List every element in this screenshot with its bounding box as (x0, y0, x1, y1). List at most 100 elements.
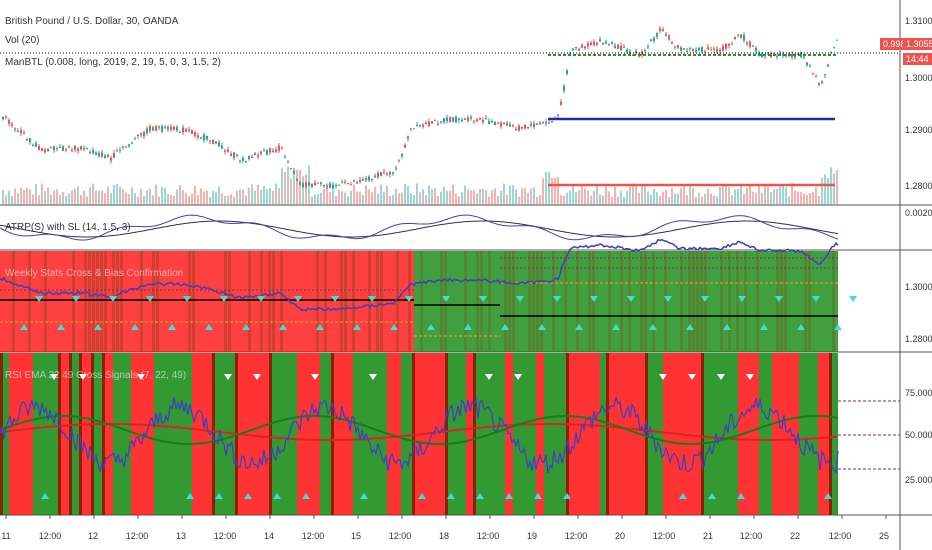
volume-indicator-label[interactable]: Vol (20) (5, 35, 40, 46)
volume-bar (653, 188, 655, 205)
bias-bg-stripe (528, 251, 531, 352)
volume-bar (635, 183, 637, 205)
candle-body (734, 37, 736, 39)
volume-bar (311, 196, 313, 205)
volume-bar (212, 190, 214, 205)
bias-bg-stripe (704, 251, 707, 352)
candle-body (407, 136, 409, 139)
rsi-signal-bar (102, 353, 105, 515)
volume-bar (53, 190, 55, 205)
rsi-buy-marker (273, 493, 281, 499)
bias-bg-stripe (780, 251, 783, 352)
candle-body (137, 134, 139, 137)
rsi-sell-marker (224, 374, 232, 380)
volume-bar (800, 191, 802, 205)
volume-bar (362, 195, 364, 205)
candle-body (359, 180, 361, 182)
cross-up-marker (501, 324, 509, 330)
candle-body (377, 172, 379, 178)
volume-bar (530, 188, 532, 205)
volume-bar (686, 195, 688, 205)
volume-bar (275, 183, 277, 205)
volume-bar (632, 183, 634, 205)
volume-bar (488, 196, 490, 205)
volume-bar (623, 196, 625, 205)
candle-body (833, 47, 835, 49)
rsi-signal-bg (772, 353, 799, 515)
rsi-signal-bg (513, 353, 536, 515)
cross-up-marker (353, 324, 361, 330)
volume-bar (779, 185, 781, 205)
candle-body (35, 143, 37, 147)
candle-body (353, 180, 355, 182)
candle-body (206, 135, 208, 140)
weekly-axis-tick: 1.2800 (905, 334, 932, 344)
candle-body (707, 47, 709, 50)
manbtl-indicator-label[interactable]: ManBTL (0.008, long, 2019, 2, 19, 5, 0, … (5, 57, 221, 68)
candle-body (497, 122, 499, 124)
candle-body (77, 148, 79, 151)
bias-bg-stripe (536, 251, 539, 352)
rsi-ema-indicator-label[interactable]: RSI EMA 22 49 Cross Signals (7, 22, 49) (5, 370, 187, 381)
volume-bar (86, 196, 88, 205)
volume-bar (326, 185, 328, 205)
volume-bar (506, 194, 508, 205)
candle-body (233, 152, 235, 158)
volume-bar (815, 187, 817, 205)
rsi-buy-marker (534, 493, 542, 499)
candle-body (266, 150, 268, 155)
candle-body (401, 153, 403, 157)
volume-bar (509, 185, 511, 205)
candle-body (611, 42, 613, 44)
candle-body (476, 119, 478, 122)
bias-bg-stripe (488, 251, 491, 352)
volume-bar (68, 193, 70, 205)
bias-bg-stripe (96, 251, 99, 352)
price-axis-tick: 1.30000 (905, 73, 932, 83)
rsi-buy-marker (708, 493, 716, 499)
candle-body (419, 125, 421, 127)
volume-bar (551, 177, 553, 205)
candle-body (380, 172, 382, 176)
atrp-indicator-label[interactable]: ATRP(S) with SL (14, 1.5, 3) (5, 222, 131, 233)
volume-bar (203, 191, 205, 205)
candle-body (578, 49, 580, 51)
volume-bar (437, 195, 439, 205)
candle-body (65, 149, 67, 151)
rsi-sell-marker (485, 374, 493, 380)
volume-bar (263, 185, 265, 205)
candle-body (728, 43, 730, 46)
weekly-stats-indicator-label[interactable]: Weekly Stats Cross & Bias Confirmation (5, 268, 184, 279)
bias-bg-stripe (640, 251, 643, 352)
rsi-signal-bg (69, 353, 79, 515)
candle-body (413, 128, 415, 130)
volume-bar (629, 186, 631, 205)
cross-down-marker (146, 296, 154, 302)
atrp-line (0, 214, 839, 241)
rsi-signal-bg (466, 353, 473, 515)
time-axis-tick: 15 (350, 531, 362, 541)
candle-body (485, 118, 487, 120)
candle-body (563, 85, 565, 91)
candle-body (125, 146, 127, 148)
candle-body (806, 62, 808, 65)
volume-bar (473, 190, 475, 205)
candle-body (464, 118, 466, 120)
volume-bar (50, 194, 52, 205)
bias-bg-stripe (140, 251, 143, 352)
time-axis-tick: 18 (438, 531, 450, 541)
volume-bar (422, 189, 424, 205)
candle-body (527, 126, 529, 129)
bias-bg-stripe (832, 251, 835, 352)
volume-bar (26, 187, 28, 205)
rsi-signal-bar (79, 353, 82, 515)
time-axis-tick: 19 (526, 531, 538, 541)
rsi-signal-bg (154, 353, 192, 515)
candle-body (473, 120, 475, 122)
cross-up-marker (20, 324, 28, 330)
volume-bar (695, 196, 697, 205)
bias-bg-stripe (688, 251, 691, 352)
candle-body (38, 146, 40, 151)
bias-bg-stripe (248, 251, 251, 352)
